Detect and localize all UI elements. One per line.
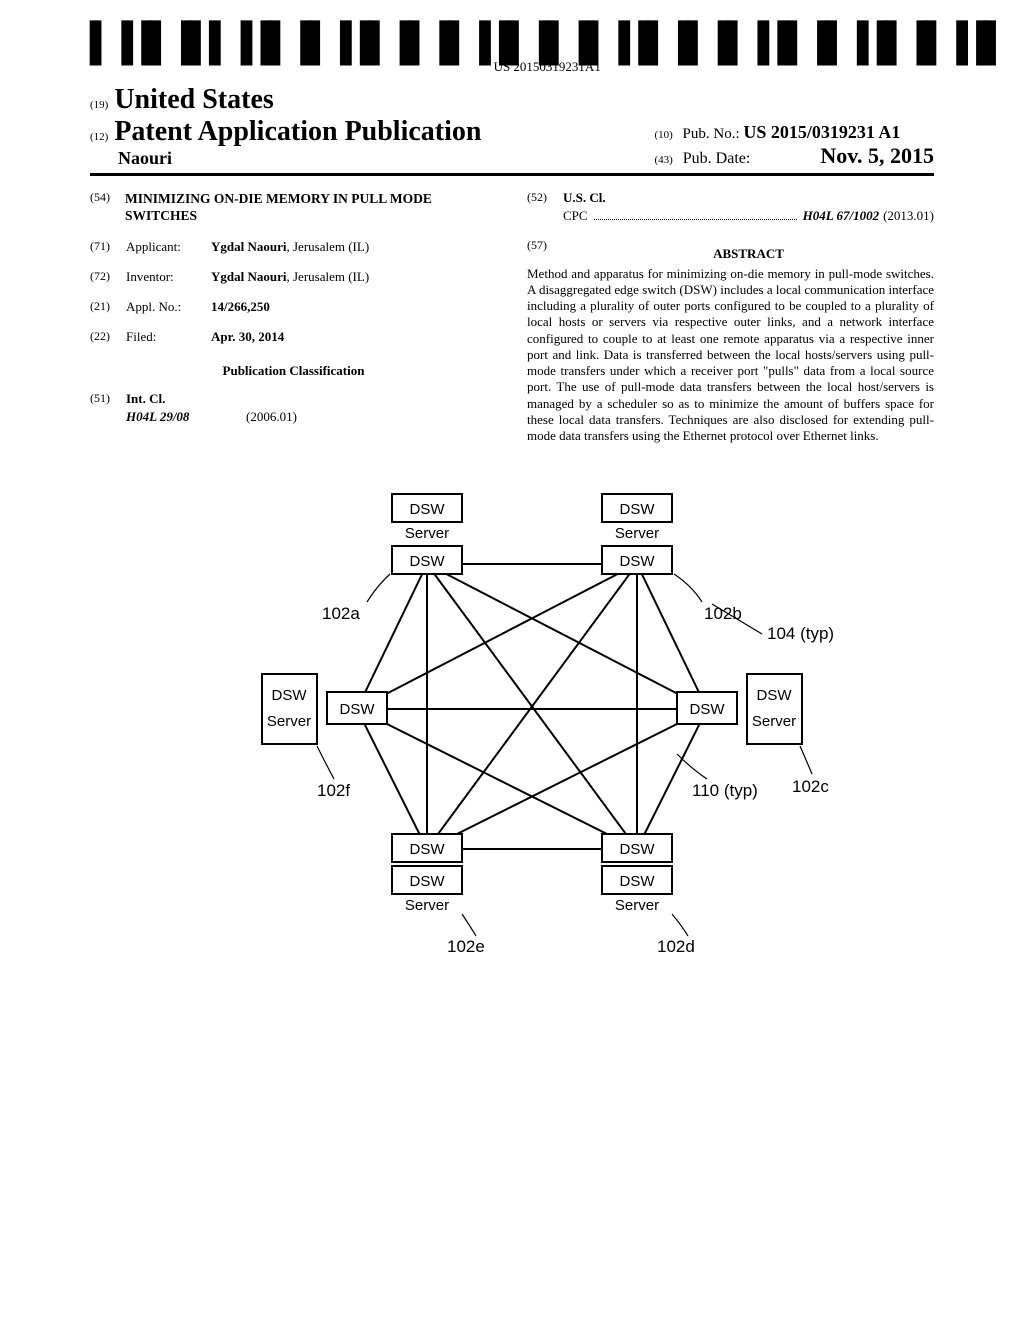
f72-label: Inventor:	[126, 269, 211, 285]
svg-text:DSW: DSW	[620, 841, 656, 858]
svg-text:DSW: DSW	[620, 553, 656, 570]
f72-num: (72)	[90, 269, 126, 285]
svg-text:DSW: DSW	[410, 553, 446, 570]
svg-text:DSW: DSW	[620, 873, 656, 890]
svg-text:Server: Server	[405, 525, 449, 542]
f52-cpc-date: (2013.01)	[883, 208, 934, 224]
f52-cpc-label: CPC	[563, 208, 588, 224]
pubdate-prefix: (43)	[654, 154, 672, 166]
f54-num: (54)	[90, 190, 125, 225]
node-102e: DSW DSW Server 102e	[392, 834, 485, 956]
barcode-block: ▌▐▐▌▐▌▌▐▐▌▐▌▐▐▌▐▌▐▌▐▐▌▐▌▐▌▐▐▌▐▌▐▌▐▐▌▐▌▐▐…	[90, 30, 934, 76]
f22-num: (22)	[90, 329, 126, 345]
pubno-label: Pub. No.:	[683, 126, 740, 142]
barcode: ▌▐▐▌▐▌▌▐▐▌▐▌▐▐▌▐▌▐▌▐▐▌▐▌▐▌▐▐▌▐▌▐▌▐▐▌▐▌▐▐…	[90, 30, 1004, 75]
f52-label: U.S. Cl.	[563, 190, 606, 206]
svg-text:Server: Server	[615, 525, 659, 542]
abstract-heading: ABSTRACT	[563, 246, 934, 262]
node-102f: DSW DSW Server 102f	[262, 674, 387, 800]
f54-title: MINIMIZING ON-DIE MEMORY IN PULL MODE SW…	[125, 190, 497, 225]
f51-label: Int. Cl.	[126, 391, 165, 407]
svg-text:Server: Server	[752, 713, 796, 730]
f21-label: Appl. No.:	[126, 299, 211, 315]
biblio-columns: (54) MINIMIZING ON-DIE MEMORY IN PULL MO…	[90, 190, 934, 445]
svg-text:102a: 102a	[322, 604, 360, 623]
svg-text:102c: 102c	[792, 777, 829, 796]
node-102c: DSW DSW Server 102c 110 (typ)	[677, 674, 829, 800]
svg-text:102f: 102f	[317, 781, 350, 800]
svg-text:DSW: DSW	[690, 701, 726, 718]
network-diagram: DSW Server DSW 102a DSW Server DSW 102b …	[152, 474, 872, 974]
header-block: (19) United States (12) Patent Applicati…	[90, 84, 934, 169]
svg-text:104 (typ): 104 (typ)	[767, 624, 834, 643]
f51-num: (51)	[90, 391, 126, 407]
f72-value: Ygdal Naouri	[211, 269, 286, 284]
f71-loc: , Jerusalem (IL)	[286, 239, 369, 254]
f51-date: (2006.01)	[246, 409, 297, 425]
node-102a: DSW Server DSW 102a	[322, 494, 462, 623]
author-name: Naouri	[118, 148, 481, 169]
f72-loc: , Jerusalem (IL)	[286, 269, 369, 284]
country: United States	[114, 84, 273, 116]
svg-text:DSW: DSW	[410, 501, 446, 518]
f71-value: Ygdal Naouri	[211, 239, 286, 254]
svg-text:110 (typ): 110 (typ)	[692, 781, 758, 800]
abstract-text: Method and apparatus for minimizing on-d…	[527, 266, 934, 445]
f52-cpc-value: H04L 67/1002	[803, 208, 879, 224]
pub-prefix: (12)	[90, 131, 108, 143]
svg-text:102e: 102e	[447, 937, 485, 956]
f51-code: H04L 29/08	[126, 409, 246, 425]
pubclass-heading: Publication Classification	[90, 363, 497, 379]
dots-icon	[594, 219, 797, 220]
svg-text:102d: 102d	[657, 937, 695, 956]
svg-text:102b: 102b	[704, 604, 742, 623]
f21-value: 14/266,250	[211, 299, 497, 315]
svg-text:DSW: DSW	[410, 873, 446, 890]
svg-text:Server: Server	[267, 713, 311, 730]
figure: DSW Server DSW 102a DSW Server DSW 102b …	[90, 474, 934, 974]
svg-text:DSW: DSW	[410, 841, 446, 858]
biblio-right: (52) U.S. Cl. CPC H04L 67/1002 (2013.01)…	[527, 190, 934, 445]
svg-text:DSW: DSW	[340, 701, 376, 718]
f22-value: Apr. 30, 2014	[211, 329, 497, 345]
svg-text:DSW: DSW	[272, 687, 308, 704]
f52-num: (52)	[527, 190, 563, 206]
pub-title: Patent Application Publication	[114, 116, 481, 148]
node-102d: DSW DSW Server 102d	[602, 834, 695, 956]
header-rule	[90, 173, 934, 176]
f71-label: Applicant:	[126, 239, 211, 255]
biblio-left: (54) MINIMIZING ON-DIE MEMORY IN PULL MO…	[90, 190, 497, 445]
svg-text:Server: Server	[405, 897, 449, 914]
pubno-prefix: (10)	[654, 129, 672, 141]
svg-text:DSW: DSW	[757, 687, 793, 704]
pubno-value: US 2015/0319231 A1	[743, 122, 900, 142]
pubdate-label: Pub. Date:	[683, 150, 751, 167]
f21-num: (21)	[90, 299, 126, 315]
barcode-stripes: ▌▐▐▌▐▌▌▐▐▌▐▌▐▐▌▐▌▐▌▐▐▌▐▌▐▌▐▐▌▐▌▐▌▐▐▌▐▌▐▐…	[90, 30, 1004, 57]
pubdate-value: Nov. 5, 2015	[820, 143, 934, 169]
edges	[357, 564, 707, 849]
f22-label: Filed:	[126, 329, 211, 345]
svg-text:Server: Server	[615, 897, 659, 914]
f57-num: (57)	[527, 238, 563, 266]
svg-text:DSW: DSW	[620, 501, 656, 518]
f71-num: (71)	[90, 239, 126, 255]
country-prefix: (19)	[90, 99, 108, 111]
